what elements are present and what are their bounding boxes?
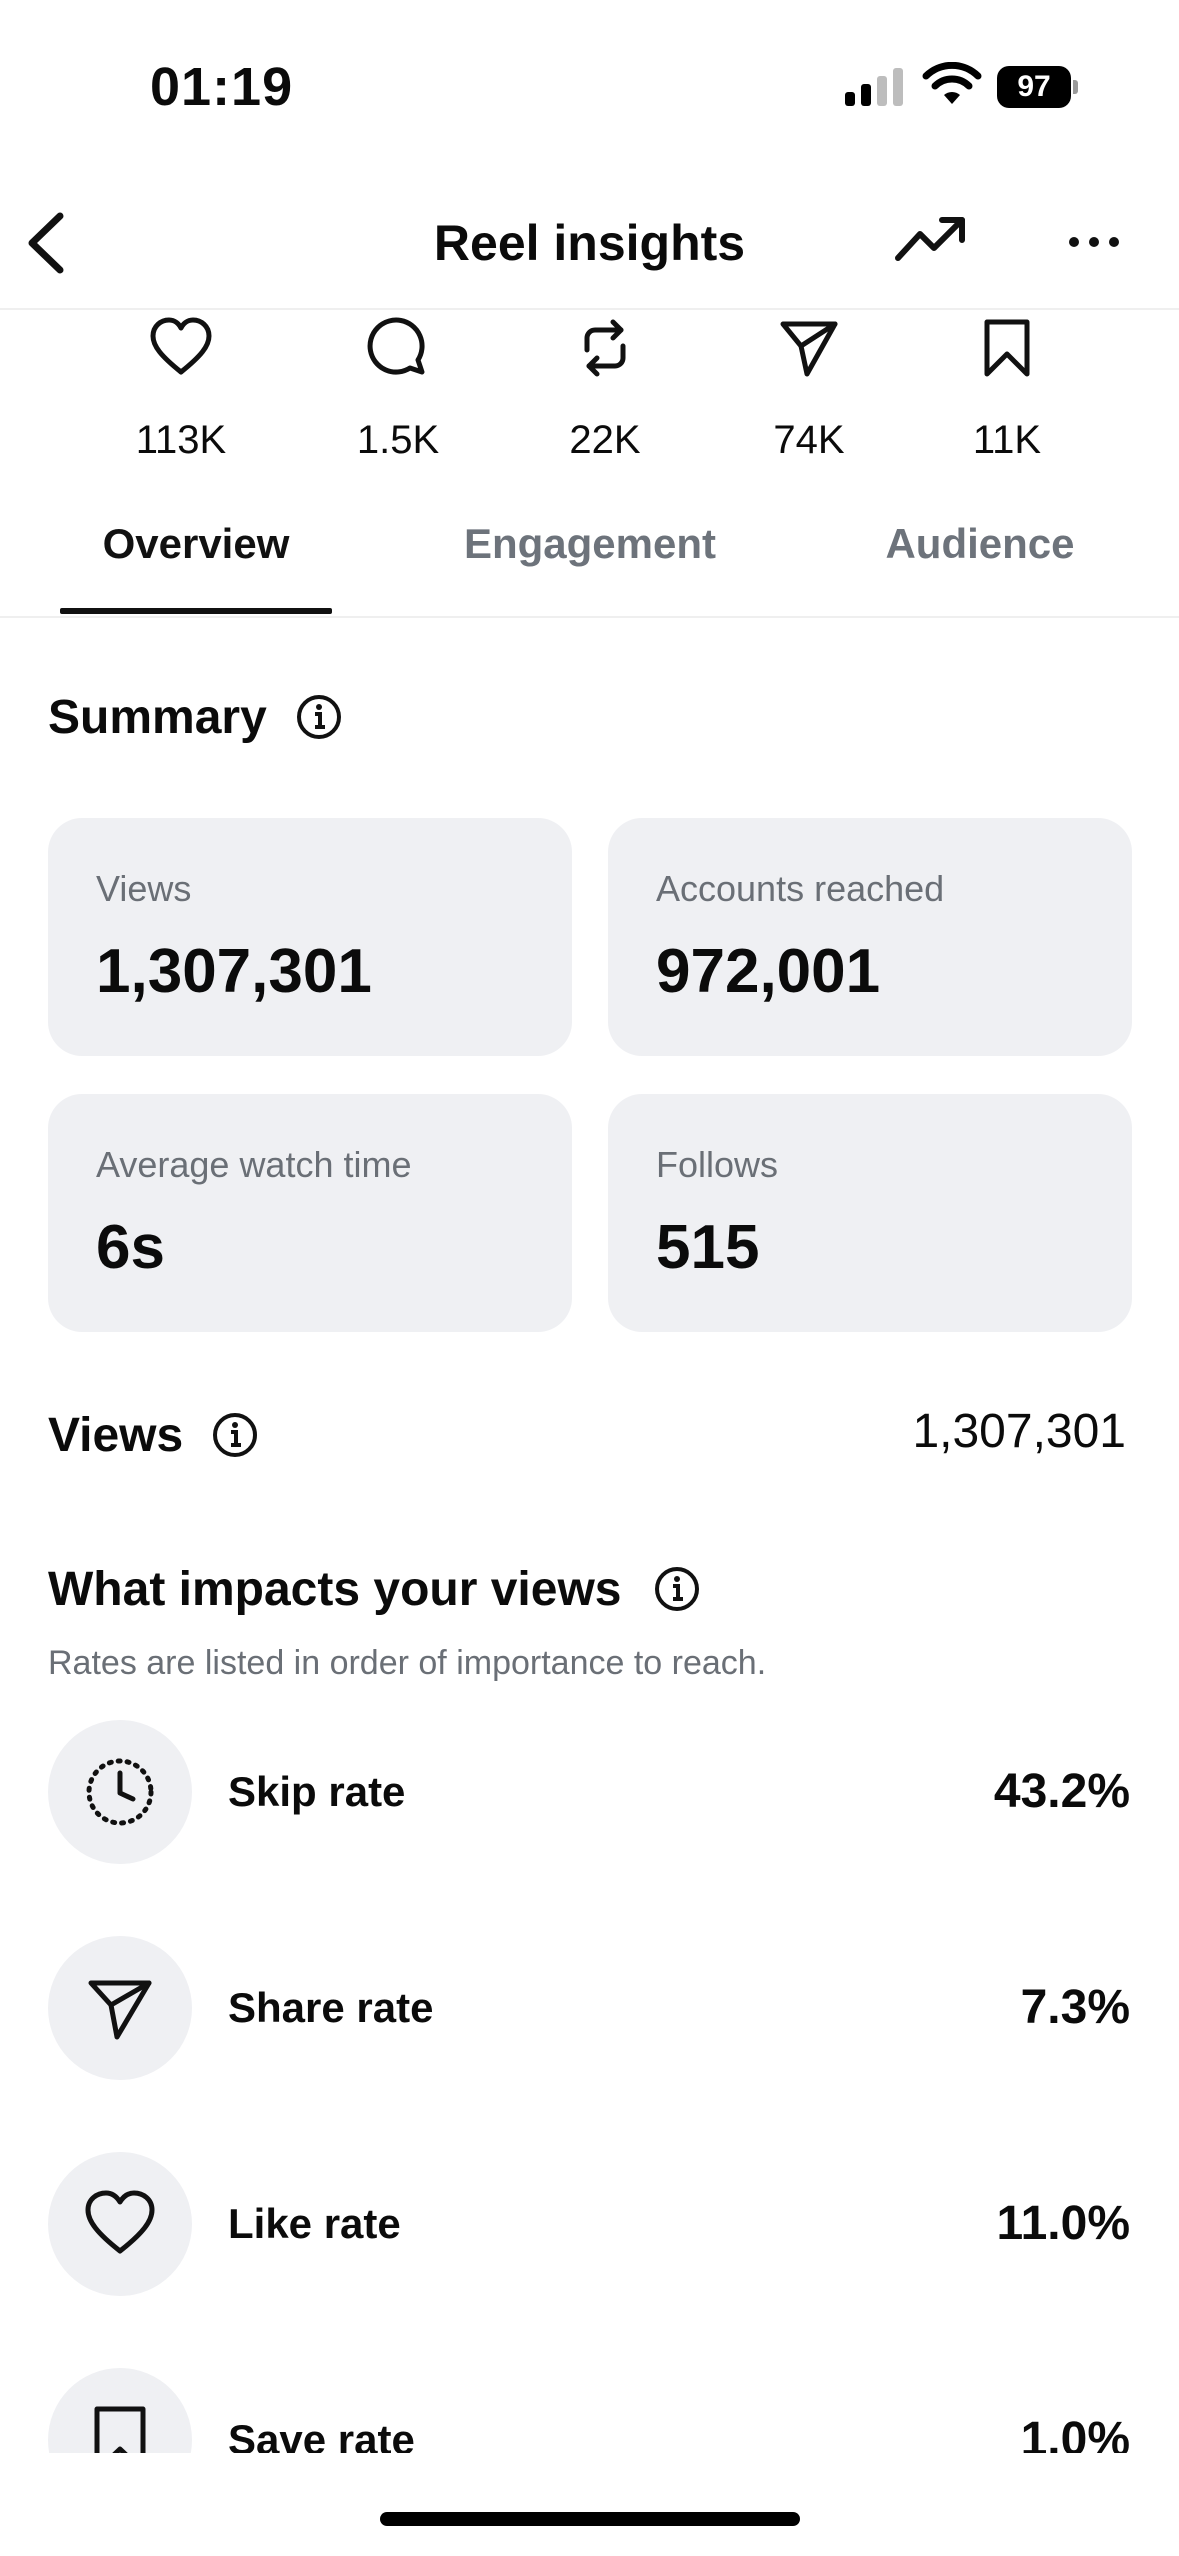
cellular-signal-icon <box>845 68 903 106</box>
tab-audience[interactable]: Audience <box>885 520 1075 567</box>
impacts-subtitle: Rates are listed in order of importance … <box>48 1644 767 1682</box>
summary-card-follows: Follows 515 <box>608 1094 1132 1332</box>
share-icon <box>780 321 838 377</box>
heart-icon <box>85 2190 155 2254</box>
share-icon <box>88 1980 152 2040</box>
card-label: Average watch time <box>96 1144 412 1185</box>
rates-list: Skip rate 43.2% Share rate 7.3% Like rat… <box>0 1530 1179 2453</box>
back-arrow-icon[interactable] <box>22 210 68 276</box>
comment-icon <box>367 317 425 375</box>
stat-comments: 1.5K <box>308 316 488 463</box>
summary-card-average-watch-time: Average watch time 6s <box>48 1094 572 1332</box>
page-title: Reel insights <box>433 215 746 271</box>
home-indicator[interactable] <box>380 2512 800 2526</box>
info-icon[interactable] <box>212 1412 258 1458</box>
tab-engagement[interactable]: Engagement <box>463 520 717 567</box>
rate-icon-circle <box>48 2368 192 2453</box>
rate-label: Like rate <box>228 2200 401 2247</box>
views-total: 1,307,301 <box>912 1405 1126 1458</box>
bookmark-icon <box>984 319 1030 377</box>
bookmark-icon <box>94 2406 146 2453</box>
card-value: 6s <box>96 1213 165 1282</box>
impacts-heading: What impacts your views <box>48 1563 622 1616</box>
more-options-icon[interactable] <box>1064 222 1124 262</box>
rate-label: Share rate <box>228 1984 434 2031</box>
rate-icon-circle <box>48 1720 192 1864</box>
stat-reposts: 22K <box>515 316 695 463</box>
card-label: Accounts reached <box>656 868 945 909</box>
card-value: 972,001 <box>656 937 881 1006</box>
info-icon[interactable] <box>654 1566 700 1612</box>
rate-value: 7.3% <box>1020 1981 1130 2034</box>
rate-icon-circle <box>48 1936 192 2080</box>
tabs-divider <box>0 616 1179 618</box>
info-icon[interactable] <box>296 694 342 740</box>
stat-likes: 113K <box>91 316 271 463</box>
active-tab-indicator <box>60 608 332 614</box>
rate-icon-circle <box>48 2152 192 2296</box>
card-value: 515 <box>656 1213 760 1282</box>
status-time: 01:19 <box>150 57 294 117</box>
summary-card-views: Views 1,307,301 <box>48 818 572 1056</box>
timer-icon <box>86 1758 154 1826</box>
rate-value: 1.0% <box>1020 2413 1130 2453</box>
views-heading: Views <box>48 1409 184 1462</box>
stat-value: 22K <box>569 418 641 462</box>
summary-heading: Summary <box>48 691 267 744</box>
stat-saves: 11K <box>917 316 1097 463</box>
rate-label: Skip rate <box>228 1768 406 1815</box>
summary-card-accounts-reached: Accounts reached 972,001 <box>608 818 1132 1056</box>
stat-value: 74K <box>773 418 845 462</box>
battery-indicator: 97 <box>997 66 1079 108</box>
stat-value: 11K <box>972 418 1042 462</box>
rate-value: 43.2% <box>993 1765 1130 1818</box>
stat-shares: 74K <box>719 316 899 463</box>
rate-value: 11.0% <box>996 2197 1130 2250</box>
battery-level: 97 <box>997 66 1071 108</box>
header-divider <box>0 308 1179 310</box>
tab-overview[interactable]: Overview <box>102 520 290 567</box>
wifi-icon <box>922 62 982 104</box>
card-value: 1,307,301 <box>96 937 372 1006</box>
trending-up-icon[interactable] <box>894 212 970 268</box>
stat-value: 1.5K <box>356 418 440 462</box>
heart-icon <box>150 317 212 375</box>
rate-label: Save rate <box>228 2416 415 2453</box>
stat-value: 113K <box>135 418 227 462</box>
card-label: Follows <box>656 1144 779 1185</box>
card-label: Views <box>96 868 192 909</box>
repost-icon <box>584 319 626 377</box>
